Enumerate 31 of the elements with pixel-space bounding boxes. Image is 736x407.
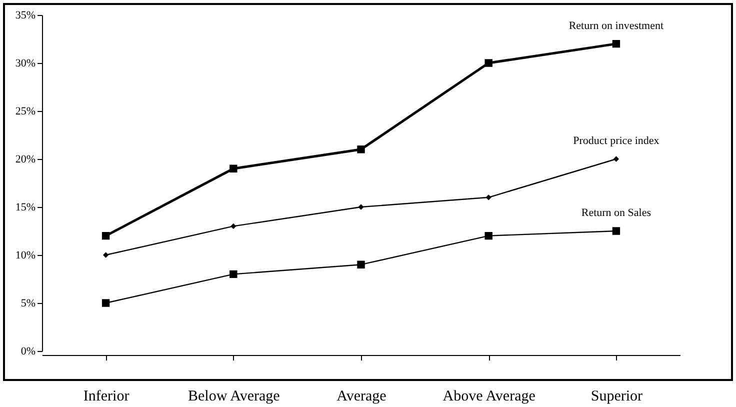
series-label: Product price index	[573, 135, 660, 147]
x-tick-label: Superior	[590, 388, 643, 404]
point	[230, 164, 238, 172]
y-tick-label: 20%	[15, 154, 36, 166]
series-label: Return on investment	[568, 20, 664, 32]
y-tick-label: 5%	[20, 298, 36, 310]
point	[230, 270, 238, 278]
point	[102, 299, 110, 307]
point	[614, 156, 619, 162]
point	[612, 40, 620, 48]
y-tick-label: 15%	[15, 202, 36, 214]
x-tick-label: Below Average	[188, 388, 280, 404]
point	[102, 232, 110, 240]
point	[484, 232, 492, 240]
point	[357, 146, 365, 154]
y-tick-label: 35%	[15, 10, 36, 22]
series-label: Return on Sales	[581, 207, 652, 219]
point	[484, 59, 492, 67]
point	[103, 252, 108, 258]
point	[358, 204, 364, 210]
x-tick-label: Inferior	[83, 388, 130, 404]
x-tick-label: Above Average	[442, 388, 536, 404]
y-tick-label: 10%	[15, 250, 36, 262]
y-tick-label: 25%	[15, 106, 36, 118]
y-tick-label: 30%	[15, 58, 36, 70]
point	[612, 227, 620, 235]
point	[486, 194, 492, 200]
point	[357, 260, 365, 268]
point	[230, 224, 236, 229]
x-tick-label: Average	[336, 388, 387, 404]
y-tick-label: 0%	[20, 346, 36, 358]
